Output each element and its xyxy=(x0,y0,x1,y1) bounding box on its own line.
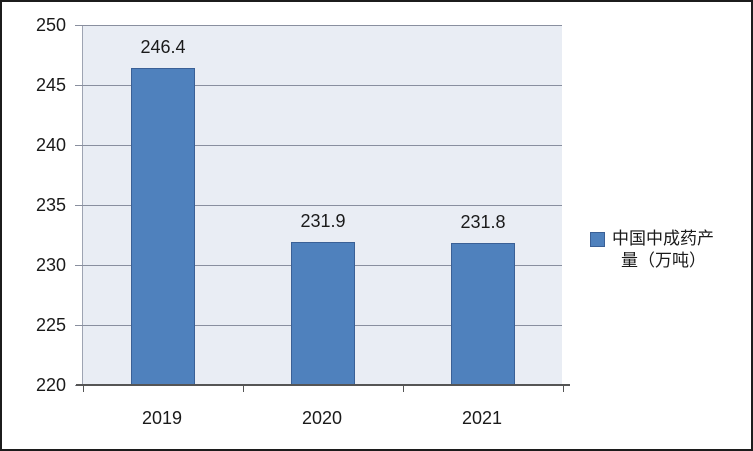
legend-label: 中国中成药产 量（万吨） xyxy=(612,228,714,272)
gridline xyxy=(83,145,562,146)
y-axis-tick-label: 245 xyxy=(35,75,66,95)
x-axis-category-label: 2020 xyxy=(301,408,343,428)
gridline xyxy=(83,205,562,206)
bar-value-label: 246.4 xyxy=(140,37,186,57)
x-axis-category-label: 2021 xyxy=(461,408,503,428)
y-tick xyxy=(75,325,83,326)
y-axis-tick-label: 250 xyxy=(35,15,66,35)
x-tick xyxy=(563,386,564,392)
y-axis-tick-label: 235 xyxy=(35,195,66,215)
y-tick xyxy=(75,265,83,266)
y-axis-tick-label: 230 xyxy=(35,255,66,275)
y-axis-tick-label: 240 xyxy=(35,135,66,155)
y-tick xyxy=(75,85,83,86)
x-axis-line xyxy=(76,384,570,386)
bar-value-label: 231.9 xyxy=(300,211,346,231)
bar-2020 xyxy=(291,242,355,385)
y-tick xyxy=(75,145,83,146)
bar-2021 xyxy=(451,243,515,385)
plot-area: 246.4 231.9 231.8 xyxy=(75,25,570,392)
legend-label-line-1: 中国中成药产 xyxy=(612,229,714,248)
x-tick xyxy=(243,386,244,392)
y-axis-tick-label: 220 xyxy=(35,375,66,395)
legend: 中国中成药产 量（万吨） xyxy=(590,228,714,272)
y-tick xyxy=(75,25,83,26)
x-axis-category-label: 2019 xyxy=(141,408,183,428)
x-tick xyxy=(403,386,404,392)
bar-value-label: 231.8 xyxy=(460,212,506,232)
y-tick xyxy=(75,205,83,206)
bar-2019 xyxy=(131,68,195,385)
x-tick xyxy=(83,386,84,392)
y-axis-tick-label: 225 xyxy=(35,315,66,335)
legend-marker-icon xyxy=(590,232,605,247)
gridline xyxy=(83,85,562,86)
legend-label-line-2: 量（万吨） xyxy=(621,251,706,270)
gridline xyxy=(83,25,562,26)
